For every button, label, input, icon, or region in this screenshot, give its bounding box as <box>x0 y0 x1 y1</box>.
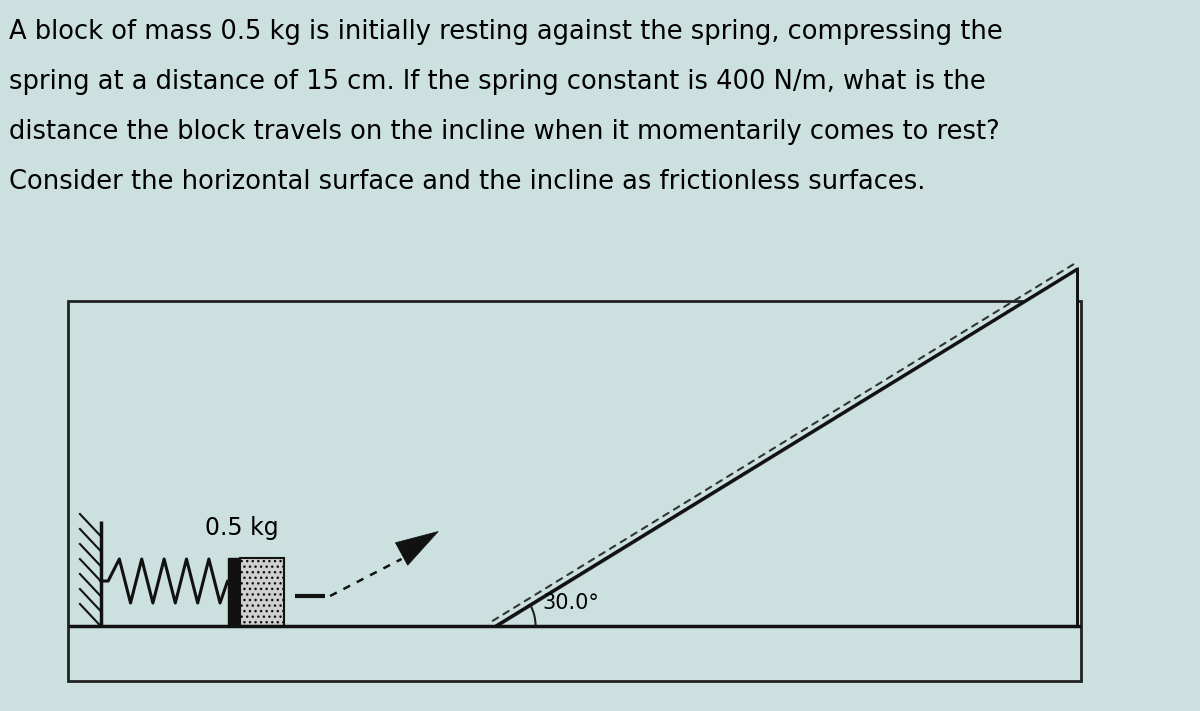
Polygon shape <box>396 532 438 565</box>
Text: spring at a distance of 15 cm. If the spring constant is 400 N/m, what is the: spring at a distance of 15 cm. If the sp… <box>10 69 986 95</box>
Text: Consider the horizontal surface and the incline as frictionless surfaces.: Consider the horizontal surface and the … <box>10 169 925 195</box>
Bar <box>228 558 240 626</box>
Bar <box>67 301 1081 681</box>
Bar <box>240 558 284 626</box>
Text: A block of mass 0.5 kg is initially resting against the spring, compressing the: A block of mass 0.5 kg is initially rest… <box>10 19 1003 45</box>
Text: 0.5 kg: 0.5 kg <box>205 516 278 540</box>
Text: distance the block travels on the incline when it momentarily comes to rest?: distance the block travels on the inclin… <box>10 119 1000 145</box>
Text: 30.0°: 30.0° <box>542 593 600 613</box>
Polygon shape <box>496 269 1076 626</box>
